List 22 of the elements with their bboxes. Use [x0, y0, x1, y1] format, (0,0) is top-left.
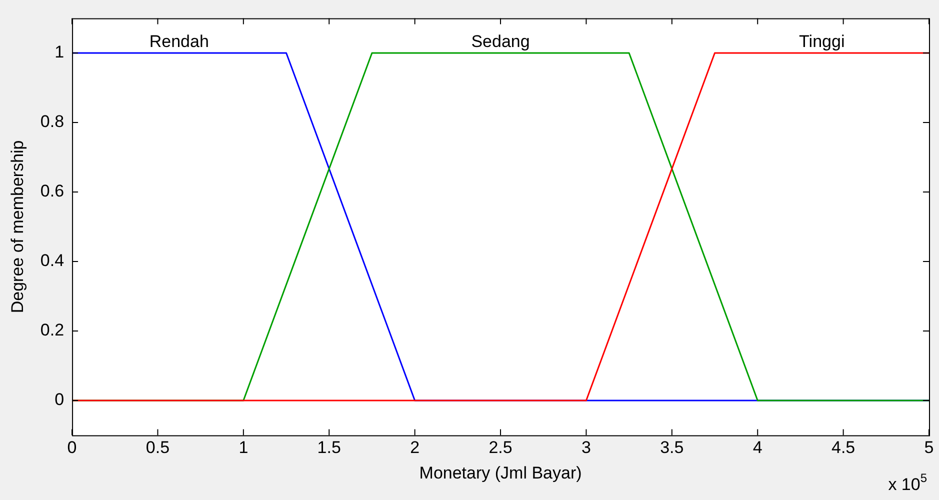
series-label: Sedang [471, 32, 530, 52]
y-tick-label: 0.6 [40, 182, 64, 201]
x-axis-title: Monetary (Jml Bayar) [419, 463, 582, 482]
x-tick-label: 4.5 [831, 438, 856, 458]
x-tick-label: 2.5 [488, 438, 512, 458]
x-tick-label: 0.5 [146, 438, 170, 458]
y-axis-title: Degree of membership [8, 140, 27, 314]
y-tick-label: 1 [54, 42, 64, 62]
x-tick-label: 3.5 [660, 438, 684, 458]
y-tick-label: 0.2 [40, 320, 64, 340]
y-tick-label: 0.4 [40, 251, 64, 270]
series-label: Rendah [149, 32, 209, 52]
x-tick-label: 1.5 [317, 438, 341, 458]
x-tick-label: 0 [67, 438, 77, 458]
series-label: Tinggi [799, 32, 845, 52]
x-tick-label: 1 [238, 438, 248, 458]
y-tick-label: 0.8 [40, 112, 64, 132]
x-tick-label: 5 [924, 438, 934, 458]
x-tick-label: 4 [752, 438, 762, 458]
y-tick-label: 0 [54, 390, 64, 410]
x-tick-label: 3 [581, 438, 591, 458]
x-tick-label: 2 [410, 438, 420, 458]
